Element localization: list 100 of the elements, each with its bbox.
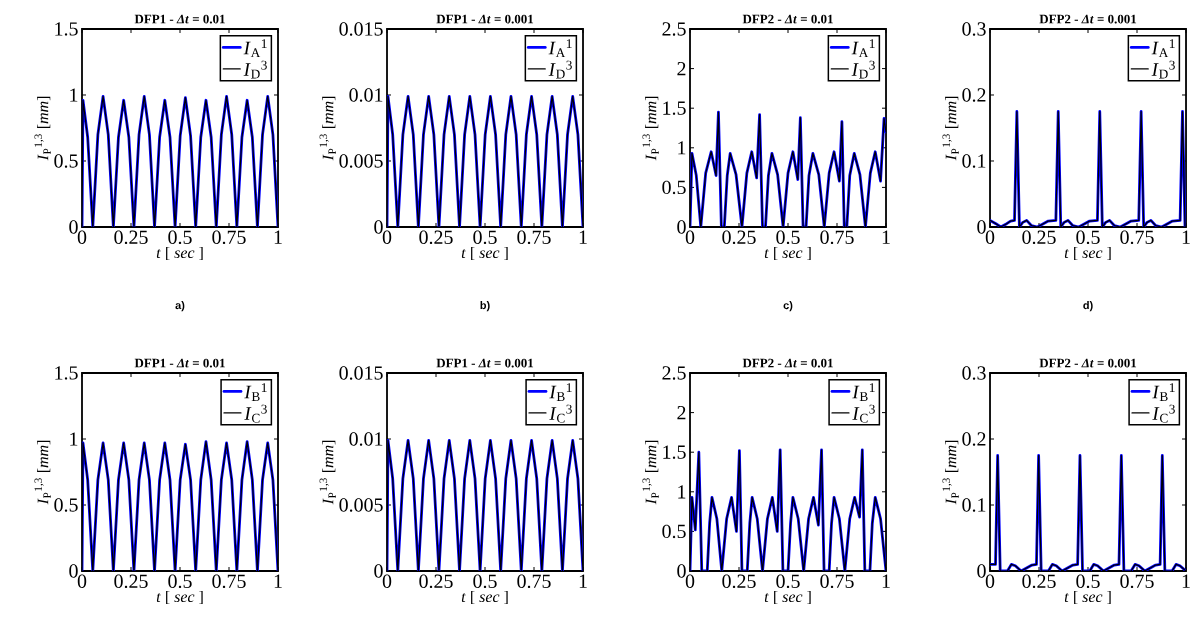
y-tick-label: 0 [977, 564, 986, 578]
y-tick-label: 0.005 [339, 154, 383, 168]
chart-title: DFP2 - Δt = 0.001 [1039, 14, 1137, 24]
x-tick-label: 0.25 [114, 230, 148, 245]
y-axis-title: I$_{P}$$^{1,3}$ [mm] [319, 96, 336, 161]
y-tick-label: 0.1 [962, 154, 986, 168]
text: b) [480, 301, 490, 312]
x-tick-label: 1 [274, 230, 282, 244]
y-tick-label: 1.5 [55, 366, 78, 380]
legend-label: I$_{D}$3 [548, 60, 572, 79]
chart-title: DFP2 - Δt = 0.001 [1039, 358, 1137, 368]
y-tick-label: 0.2 [962, 88, 986, 102]
x-tick-label: 0.25 [1022, 574, 1056, 589]
y-tick-label: 0.5 [662, 180, 686, 195]
chart-title: DFP1 - Δt = 0.001 [436, 358, 534, 368]
legend-label: I$_{D}$3 [1151, 60, 1175, 79]
y-tick-label: 0.01 [349, 432, 383, 446]
y-tick-label: 0 [374, 220, 383, 234]
text: d) [1083, 301, 1093, 312]
y-tick-label: 0.015 [339, 22, 383, 36]
x-tick-label: 1 [1182, 230, 1190, 244]
x-tick-label: 0.75 [1120, 230, 1154, 245]
x-axis-title: t [ sec ] [764, 246, 811, 261]
y-tick-label: 2.5 [662, 366, 686, 380]
x-tick-label: 1 [1182, 574, 1190, 588]
x-tick-label: 0.5 [1076, 574, 1100, 589]
x-tick-label: 0.5 [776, 574, 800, 589]
y-axis-title: I$_{P}$$^{1,3}$ [mm] [942, 440, 959, 505]
x-axis-title: t [ sec ] [156, 246, 203, 261]
x-axis-title: t [ sec ] [156, 590, 203, 605]
y-axis-title: I$_{P}$$^{1,3}$ [mm] [34, 440, 51, 505]
legend-label: I$_{A}$1 [548, 39, 572, 57]
x-tick-label: 1 [882, 574, 890, 588]
y-tick-label: 0.5 [54, 154, 78, 168]
x-tick-label: 0.5 [776, 230, 800, 245]
x-axis-title: t [ sec ] [461, 246, 508, 261]
legend-label: I$_{B}$1 [852, 383, 875, 401]
x-tick-label: 0.75 [517, 230, 551, 245]
x-tick-label: 0.75 [212, 574, 246, 589]
x-tick-label: 0.5 [473, 574, 497, 589]
legend-label: I$_{A}$1 [1151, 39, 1175, 57]
x-tick-label: 0.25 [419, 574, 453, 589]
legend-label: I$_{C}$3 [1152, 404, 1175, 423]
legend-label: I$_{A}$1 [243, 39, 267, 57]
y-tick-label: 0.01 [349, 88, 383, 102]
x-tick-label: 0.75 [820, 574, 854, 589]
y-tick-label: 0 [977, 220, 986, 234]
y-tick-label: 0.5 [54, 498, 78, 512]
y-tick-label: 0.2 [962, 432, 986, 446]
chart-title: DFP1 - Δt = 0.01 [134, 14, 225, 24]
y-tick-label: 1 [70, 88, 78, 102]
y-tick-label: 0 [374, 564, 383, 578]
x-tick-label: 0.25 [722, 230, 756, 245]
x-axis-title: t [ sec ] [461, 590, 508, 605]
x-tick-label: 1 [579, 230, 587, 244]
chart-title: DFP1 - Δt = 0.01 [134, 358, 225, 368]
x-tick-label: 0.5 [473, 230, 497, 245]
y-tick-label: 0.5 [662, 524, 686, 539]
legend-label: I$_{B}$1 [549, 383, 572, 401]
x-tick-label: 0.25 [114, 574, 148, 589]
x-tick-label: 0.5 [168, 230, 192, 245]
y-tick-label: 0 [677, 564, 686, 578]
y-tick-label: 0.3 [962, 22, 986, 36]
y-tick-label: 0 [69, 564, 78, 578]
x-tick-label: 0.5 [1076, 230, 1100, 245]
y-tick-label: 0 [69, 220, 78, 234]
x-tick-label: 1 [882, 230, 890, 244]
x-tick-label: 0.25 [419, 230, 453, 245]
y-tick-label: 0 [677, 220, 686, 234]
legend-label: I$_{B}$1 [1152, 383, 1175, 401]
chart-title: DFP2 - Δt = 0.01 [742, 14, 833, 24]
legend-label: I$_{C}$3 [549, 404, 572, 423]
x-tick-label: 1 [579, 574, 587, 588]
y-tick-label: 2.5 [662, 22, 686, 36]
y-tick-label: 1 [678, 141, 686, 155]
y-tick-label: 2 [677, 62, 686, 76]
x-tick-label: 1 [274, 574, 282, 588]
x-tick-label: 0.75 [517, 574, 551, 589]
x-axis-title: t [ sec ] [1064, 590, 1111, 605]
legend-label: I$_{A}$1 [851, 39, 875, 57]
text: c) [783, 301, 793, 312]
y-tick-label: 0.3 [962, 366, 986, 380]
y-tick-label: 0.015 [339, 366, 383, 380]
legend-label: I$_{C}$3 [244, 404, 267, 423]
x-axis-title: t [ sec ] [1064, 246, 1111, 261]
y-tick-label: 0.005 [339, 498, 383, 512]
y-tick-label: 1.5 [663, 445, 686, 459]
x-tick-label: 0.75 [1120, 574, 1154, 589]
y-tick-label: 1 [678, 485, 686, 499]
y-axis-title: I$_{P}$$^{1,3}$ [mm] [642, 96, 659, 161]
x-tick-label: 0.75 [820, 230, 854, 245]
x-tick-label: 0.5 [168, 574, 192, 589]
y-axis-title: I$_{P}$$^{1,3}$ [mm] [319, 440, 336, 505]
y-tick-label: 1.5 [663, 101, 686, 115]
y-tick-label: 1.5 [55, 22, 78, 36]
x-tick-label: 0.75 [212, 230, 246, 245]
y-axis-title: I$_{P}$$^{1,3}$ [mm] [34, 96, 51, 161]
y-tick-label: 1 [70, 432, 78, 446]
chart-title: DFP1 - Δt = 0.001 [436, 14, 534, 24]
y-tick-label: 2 [677, 406, 686, 420]
